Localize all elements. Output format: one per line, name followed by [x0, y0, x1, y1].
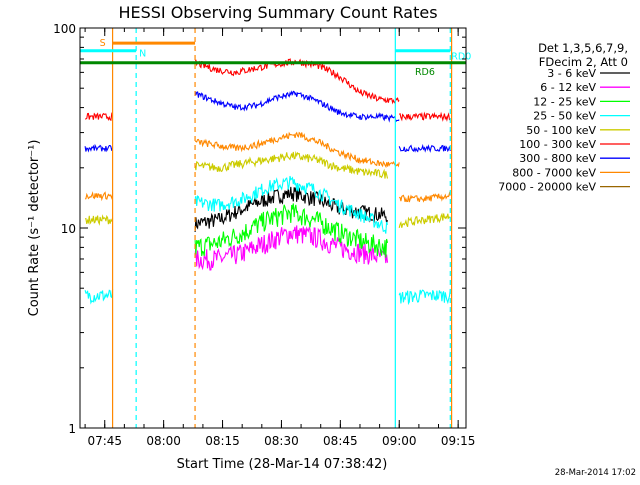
series-6-segment-0: [84, 143, 114, 153]
legend-label-6: 300 - 800 keV: [519, 152, 596, 165]
legend-header-line-1: Det 1,3,5,6,7,9,: [538, 41, 628, 55]
x-tick-label-4: 08:45: [323, 434, 358, 448]
series-4-segment-0: [84, 214, 114, 226]
series-7-segment-0: [84, 191, 114, 202]
axes: 1 10 100 07:45 08:00 08:15 08:30 08:45 09:00 09:1…: [53, 22, 475, 448]
series-3-segment-0: [84, 289, 114, 305]
x-axis-label: Start Time (28-Mar-14 07:38:42): [177, 457, 388, 472]
flag-label-1: N: [139, 49, 146, 60]
series-4-segment-2: [398, 212, 451, 229]
flag-label-0: S: [100, 38, 106, 49]
legend-label-1: 6 - 12 keV: [540, 81, 596, 94]
series-2-segment-1: [194, 203, 389, 258]
legend-label-5: 100 - 300 keV: [519, 138, 596, 151]
footer-date: 28-Mar-2014 17:02: [555, 468, 636, 478]
series-1-segment-1: [194, 225, 389, 271]
x-tick-label-6: 09:15: [441, 434, 476, 448]
legend-label-2: 12 - 25 keV: [533, 95, 596, 108]
legend-label-3: 25 - 50 keV: [533, 110, 596, 123]
x-tick-label-0: 07:45: [87, 434, 122, 448]
y-axis-label: Count Rate (s⁻¹ detector⁻¹): [27, 140, 42, 317]
flag-label-3: RD0: [451, 52, 471, 63]
x-tick-label-3: 08:30: [264, 434, 299, 448]
x-tick-label-2: 08:15: [205, 434, 240, 448]
x-tick-label-1: 08:00: [146, 434, 181, 448]
legend-label-7: 800 - 7000 keV: [512, 166, 596, 179]
series-6-segment-2: [398, 143, 451, 153]
flag-layer: S N RD0 RD6: [80, 28, 471, 428]
series-3-segment-1: [194, 175, 389, 234]
legend-label-0: 3 - 6 keV: [547, 67, 596, 80]
legend-header-line-2: FDecim 2, Att 0: [539, 55, 628, 69]
series-3-segment-2: [398, 288, 451, 306]
series-7-segment-1: [194, 131, 400, 169]
y-tick-label-2: 100: [53, 22, 76, 36]
series-layer: [84, 58, 451, 306]
y-tick-label-1: 10: [61, 222, 76, 236]
plot-frame: [79, 27, 467, 429]
series-4-segment-1: [194, 150, 389, 179]
flag-label-4: RD6: [415, 67, 435, 78]
series-5-segment-0: [84, 112, 114, 122]
series-7-segment-2: [399, 191, 451, 203]
x-tick-label-5: 09:00: [382, 434, 417, 448]
series-5-segment-2: [398, 111, 451, 122]
legend-label-8: 7000 - 20000 keV: [498, 181, 596, 194]
series-6-segment-1: [194, 90, 400, 123]
y-tick-label-0: 1: [68, 422, 76, 436]
chart-title: HESSI Observing Summary Count Rates: [118, 3, 437, 22]
legend-label-4: 50 - 100 keV: [526, 124, 596, 137]
